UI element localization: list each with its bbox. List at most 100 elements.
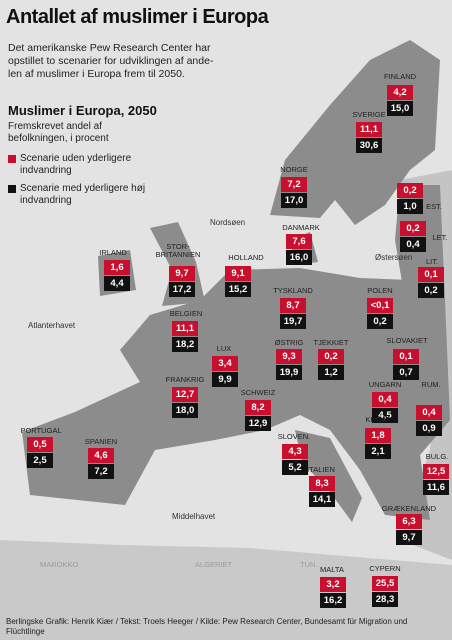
country-name: KROAT xyxy=(365,415,391,424)
continent xyxy=(22,268,450,520)
country-name: ITALIEN xyxy=(307,465,335,474)
country-name: CYPERN xyxy=(369,564,401,573)
value-high-migration: 15,0 xyxy=(387,101,413,116)
value-no-migration: 3,2 xyxy=(320,577,346,592)
country-name: UNGARN xyxy=(368,380,402,389)
legend-black: Scenarie med yderligere høj indvandring xyxy=(8,183,160,207)
value-high-migration: 0,2 xyxy=(367,314,393,329)
value-no-migration: 8,3 xyxy=(309,476,335,491)
country-name: IRLAND xyxy=(99,248,127,257)
north-africa xyxy=(0,540,452,640)
value-no-migration: 3,4 xyxy=(212,356,238,371)
country-name: DANMARK xyxy=(282,223,320,232)
country-name: SLOVAKIET xyxy=(386,336,428,345)
value-high-migration: 28,3 xyxy=(372,592,398,607)
value-no-migration: 25,5 xyxy=(372,576,398,591)
country-name: GRÆKENLAND xyxy=(381,504,437,513)
value-high-migration: 0,7 xyxy=(393,365,419,380)
sea-label: Atlanterhavet xyxy=(28,321,76,330)
country-name: EST. xyxy=(426,202,442,211)
value-no-migration: 4,2 xyxy=(387,85,413,100)
value-high-migration: 0,9 xyxy=(416,421,442,436)
value-high-migration: 4,4 xyxy=(104,276,130,291)
country-name: POLEN xyxy=(367,286,393,295)
value-no-migration: 0,4 xyxy=(416,405,442,420)
country-name: ØSTRIG xyxy=(274,338,304,347)
value-high-migration: 18,0 xyxy=(172,403,198,418)
value-high-migration: 15,2 xyxy=(225,282,251,297)
country-name: TJEKKIET xyxy=(313,338,349,347)
value-no-migration: 0,2 xyxy=(400,221,426,236)
value-no-migration: 11,1 xyxy=(356,122,382,137)
value-high-migration: 11,6 xyxy=(423,480,449,495)
country-name: PORTUGAL xyxy=(20,426,62,435)
value-no-migration: 12,7 xyxy=(172,387,198,402)
value-high-migration: 4,5 xyxy=(372,408,398,423)
country-name: BULG. xyxy=(425,452,449,461)
credits: Berlingske Grafik: Henrik Kiær / Tekst: … xyxy=(6,617,408,636)
value-no-migration: 0,1 xyxy=(418,267,444,282)
value-high-migration: 30,6 xyxy=(356,138,382,153)
value-high-migration: 17,0 xyxy=(281,193,307,208)
sea-label: Middelhavet xyxy=(172,512,216,521)
country-name: SLOVEN. xyxy=(277,432,311,441)
title: Antallet af muslimer i Europa xyxy=(6,6,269,28)
value-no-migration: 4,6 xyxy=(88,448,114,463)
sea-label: Nordsøen xyxy=(210,218,246,227)
country-name: LIT. xyxy=(425,257,439,266)
value-high-migration: 19,7 xyxy=(280,314,306,329)
value-high-migration: 2,5 xyxy=(27,453,53,468)
value-high-migration: 0,2 xyxy=(418,283,444,298)
value-no-migration: 11,1 xyxy=(172,321,198,336)
value-high-migration: 1,2 xyxy=(318,365,344,380)
value-high-migration: 7,2 xyxy=(88,464,114,479)
country-name: TYSKLAND xyxy=(273,286,313,295)
legend-title: Muslimer i Europa, 2050 xyxy=(8,103,157,118)
country-name: LET. xyxy=(432,233,448,242)
value-high-migration: 2,1 xyxy=(365,444,391,459)
value-high-migration: 18,2 xyxy=(172,337,198,352)
value-high-migration: 9,7 xyxy=(396,530,422,545)
value-high-migration: 14,1 xyxy=(309,492,335,507)
value-no-migration: 1,8 xyxy=(365,428,391,443)
value-no-migration: 1,6 xyxy=(104,260,130,275)
value-high-migration: 16,0 xyxy=(286,250,312,265)
value-high-migration: 17,2 xyxy=(169,282,195,297)
value-high-migration: 9,9 xyxy=(212,372,238,387)
country-name: FINLAND xyxy=(383,72,417,81)
country-name: STOR-BRITANNIEN xyxy=(155,242,201,259)
country-name: LUX xyxy=(216,344,232,353)
value-no-migration: 8,2 xyxy=(245,400,271,415)
country-name: FRANKRIG xyxy=(165,375,205,384)
value-no-migration: 6,3 xyxy=(396,514,422,529)
region-label: TUN. xyxy=(300,560,318,569)
country-name: SCHWEIZ xyxy=(240,388,276,397)
sea-label: Østersøen xyxy=(375,253,413,262)
value-no-migration: 9,1 xyxy=(225,266,251,281)
country-name: BELGIEN xyxy=(169,309,203,318)
value-no-migration: 8,7 xyxy=(280,298,306,313)
value-no-migration: 7,6 xyxy=(286,234,312,249)
country-name: SVERIGE xyxy=(352,110,386,119)
legend-red: Scenarie uden yderligere indvandring xyxy=(8,153,160,177)
country-name: MALTA xyxy=(320,565,344,574)
country-name: NORGE xyxy=(280,165,308,174)
intro: Det amerikanske Pew Research Center har … xyxy=(8,42,214,80)
value-no-migration: 12,5 xyxy=(423,464,449,479)
value-no-migration: <0,1 xyxy=(367,298,393,313)
value-high-migration: 1,0 xyxy=(397,199,423,214)
value-high-migration: 19,9 xyxy=(276,365,302,380)
value-high-migration: 5,2 xyxy=(282,460,308,475)
value-no-migration: 0,5 xyxy=(27,437,53,452)
value-no-migration: 9,7 xyxy=(169,266,195,281)
value-no-migration: 9,3 xyxy=(276,349,302,364)
value-no-migration: 0,2 xyxy=(318,349,344,364)
value-no-migration: 0,2 xyxy=(397,183,423,198)
value-high-migration: 0,4 xyxy=(400,237,426,252)
region-label: ALGERIET xyxy=(195,560,233,569)
country-name: RUM. xyxy=(421,380,441,389)
value-no-migration: 4,3 xyxy=(282,444,308,459)
region-label: MAROKKO xyxy=(40,560,79,569)
country-name: HOLLAND xyxy=(228,253,264,262)
